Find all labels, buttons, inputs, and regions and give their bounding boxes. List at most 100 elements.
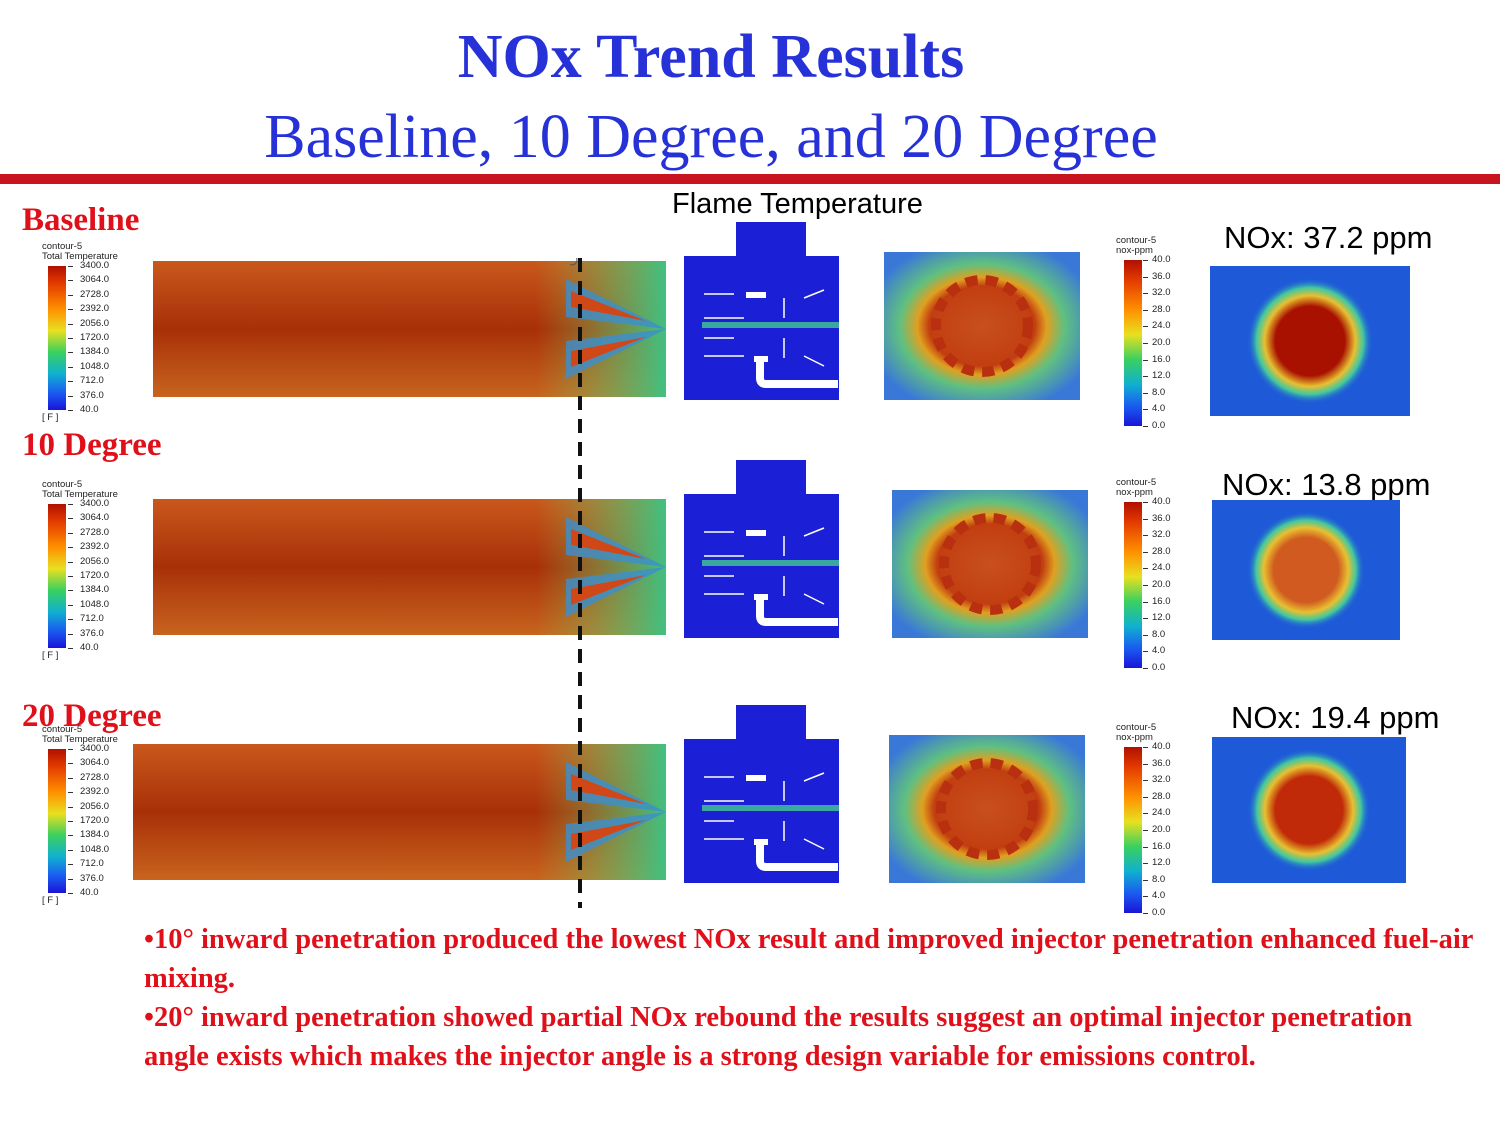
nox-tick-label: 20.0 bbox=[1152, 337, 1171, 348]
nox-tick-label: 12.0 bbox=[1152, 370, 1171, 382]
nox-tick-mark bbox=[1143, 551, 1148, 553]
nox-tick-mark bbox=[1143, 879, 1148, 881]
flame-temperature-cross-section-baseline bbox=[884, 252, 1080, 400]
temperature-tick-label: 2728.0 bbox=[80, 288, 110, 300]
temperature-tick-label: 3064.0 bbox=[80, 757, 110, 769]
nox-tick-mark bbox=[1143, 601, 1148, 603]
nox-tick-label: 8.0 bbox=[1152, 628, 1166, 640]
nox-tick-label: 36.0 bbox=[1152, 757, 1171, 769]
temperature-tick-label: 3064.0 bbox=[80, 274, 110, 286]
nox-tick-mark bbox=[1143, 634, 1148, 636]
nox-tick-mark bbox=[1143, 502, 1148, 503]
nox-tick-mark bbox=[1143, 780, 1148, 782]
nox-legend-10-degree: contour-5 nox-ppm 40.0 36.0 32.0 28.0 24.0 20.0… bbox=[1116, 478, 1186, 678]
temperature-tick-mark bbox=[68, 633, 73, 635]
temperature-tick-mark bbox=[68, 323, 73, 325]
nox-value-10-degree: NOx: 13.8 ppm bbox=[1222, 467, 1431, 502]
temperature-tick-mark bbox=[68, 849, 73, 851]
nox-tick-label: 8.0 bbox=[1152, 873, 1166, 885]
bullet-1: •10° inward penetration produced the low… bbox=[144, 924, 1473, 994]
nox-tick-label: 0.0 bbox=[1152, 420, 1166, 431]
temperature-tick-label: 712.0 bbox=[80, 613, 104, 625]
reference-dashed-line bbox=[570, 258, 582, 908]
temperature-colorbar bbox=[48, 504, 66, 648]
nox-tick-label: 4.0 bbox=[1152, 645, 1166, 657]
temperature-tick-mark bbox=[68, 777, 73, 779]
flame-temperature-label: Flame Temperature bbox=[672, 188, 923, 220]
temperature-tick-label: 1048.0 bbox=[80, 843, 110, 855]
slide-subtitle: Baseline, 10 Degree, and 20 Degree bbox=[264, 103, 1158, 171]
temperature-tick-label: 3400.0 bbox=[80, 498, 110, 509]
nox-tick-label: 0.0 bbox=[1152, 662, 1166, 673]
temperature-tick-label: 1720.0 bbox=[80, 570, 110, 581]
nox-tick-mark bbox=[1143, 651, 1148, 653]
nox-legend-20-degree: contour-5 nox-ppm 40.0 36.0 32.0 28.0 24.0 20.0… bbox=[1116, 723, 1186, 923]
nox-tick-mark bbox=[1143, 426, 1148, 427]
nox-tick-mark bbox=[1143, 518, 1148, 520]
temperature-tick-mark bbox=[68, 792, 73, 794]
temperature-tick-label: 1384.0 bbox=[80, 829, 110, 841]
temperature-tick-label: 40.0 bbox=[80, 642, 99, 653]
nox-tick-mark bbox=[1143, 376, 1148, 378]
nox-tick-label: 12.0 bbox=[1152, 612, 1171, 624]
temperature-tick-label: 2392.0 bbox=[80, 541, 110, 553]
nox-tick-mark bbox=[1143, 535, 1148, 537]
temperature-tick-label: 2728.0 bbox=[80, 771, 110, 783]
nox-value-20-degree: NOx: 19.4 ppm bbox=[1231, 700, 1440, 735]
nox-tick-label: 28.0 bbox=[1152, 303, 1171, 315]
nox-legend-baseline: contour-5 nox-ppm 40.0 36.0 32.0 28.0 24.0 20.0… bbox=[1116, 236, 1186, 436]
nox-tick-mark bbox=[1143, 276, 1148, 278]
title-divider bbox=[0, 174, 1500, 184]
injector-geometry-20-degree bbox=[684, 705, 839, 883]
nox-legend-subtitle: nox-ppm bbox=[1116, 732, 1153, 743]
temperature-tick-label: 2392.0 bbox=[80, 303, 110, 315]
injector-geometry-baseline bbox=[684, 222, 839, 400]
case-label-10-degree: 10 Degree bbox=[22, 427, 162, 463]
temperature-tick-mark bbox=[68, 547, 73, 549]
nox-tick-mark bbox=[1143, 913, 1148, 914]
nox-tick-label: 24.0 bbox=[1152, 320, 1171, 332]
temperature-tick-mark bbox=[68, 381, 73, 383]
temperature-tick-mark bbox=[68, 395, 73, 397]
nox-value-baseline: NOx: 37.2 ppm bbox=[1224, 220, 1433, 255]
nox-tick-mark bbox=[1143, 668, 1148, 669]
temperature-tick-label: 2056.0 bbox=[80, 317, 110, 329]
temperature-unit: [ F ] bbox=[42, 895, 59, 906]
nox-tick-label: 40.0 bbox=[1152, 496, 1171, 507]
temperature-tick-mark bbox=[68, 893, 73, 894]
nox-tick-mark bbox=[1143, 747, 1148, 748]
temperature-tick-mark bbox=[68, 338, 73, 339]
nox-tick-label: 0.0 bbox=[1152, 907, 1166, 918]
temperature-tick-label: 376.0 bbox=[80, 872, 104, 884]
nox-legend-title: contour-5 bbox=[1116, 235, 1157, 246]
temperature-legend-subtitle: Total Temperature bbox=[42, 489, 118, 500]
case-label-baseline: Baseline bbox=[22, 202, 140, 238]
temperature-tick-mark bbox=[68, 294, 73, 296]
temperature-unit: [ F ] bbox=[42, 650, 59, 661]
nox-tick-mark bbox=[1143, 326, 1148, 328]
temperature-tick-label: 376.0 bbox=[80, 627, 104, 639]
temperature-colorbar bbox=[48, 266, 66, 410]
temperature-tick-label: 376.0 bbox=[80, 389, 104, 401]
temperature-legend-title: contour-5 bbox=[42, 241, 83, 252]
nox-cross-section-10-degree bbox=[1212, 500, 1400, 640]
temperature-tick-mark bbox=[68, 532, 73, 534]
temperature-tick-label: 2728.0 bbox=[80, 526, 110, 538]
nox-tick-mark bbox=[1143, 896, 1148, 898]
nox-tick-mark bbox=[1143, 343, 1148, 344]
temperature-tick-mark bbox=[68, 835, 73, 837]
temperature-legend-baseline: contour-5 Total Temperature 3400.0 3064.0 27… bbox=[42, 242, 142, 442]
nox-tick-label: 8.0 bbox=[1152, 386, 1166, 398]
nox-tick-label: 24.0 bbox=[1152, 562, 1171, 574]
temperature-legend-title: contour-5 bbox=[42, 724, 83, 735]
slide-title: NOx Trend Results bbox=[457, 23, 965, 91]
temperature-legend-subtitle: Total Temperature bbox=[42, 734, 118, 745]
temperature-tick-label: 3400.0 bbox=[80, 743, 110, 754]
nox-tick-mark bbox=[1143, 293, 1148, 295]
temperature-tick-mark bbox=[68, 878, 73, 880]
nox-tick-label: 40.0 bbox=[1152, 254, 1171, 265]
nox-tick-mark bbox=[1143, 618, 1148, 620]
nox-legend-subtitle: nox-ppm bbox=[1116, 245, 1153, 256]
nox-tick-mark bbox=[1143, 763, 1148, 765]
nox-legend-title: contour-5 bbox=[1116, 722, 1157, 733]
